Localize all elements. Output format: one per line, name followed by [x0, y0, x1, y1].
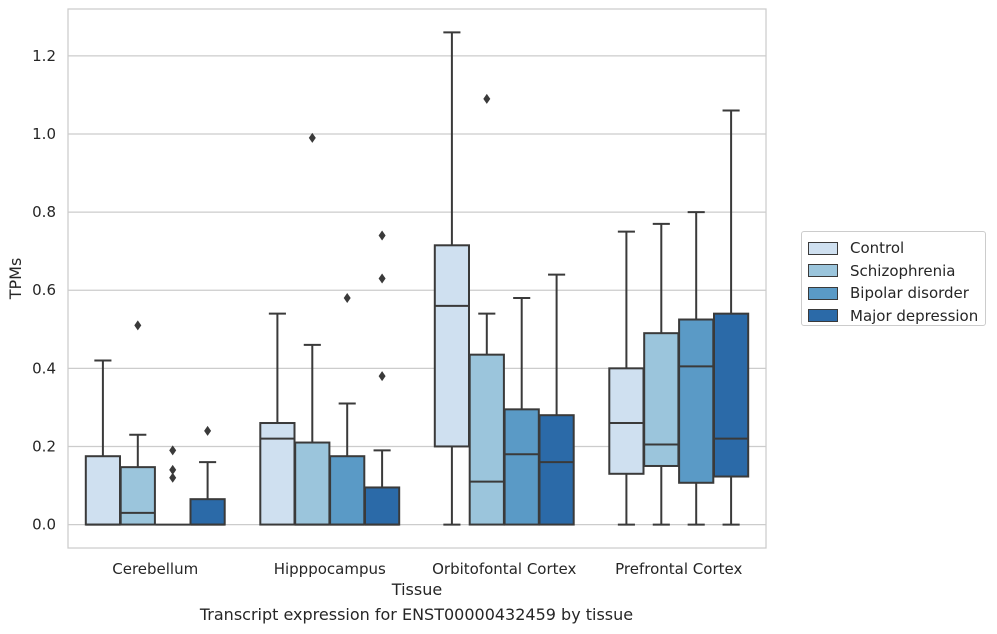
box	[294, 132, 331, 526]
outlier-point	[483, 93, 491, 104]
box	[433, 31, 471, 526]
y-tick-label: 0.4	[32, 359, 56, 377]
box-body	[119, 466, 156, 526]
legend-swatch	[808, 241, 838, 255]
outlier-point	[378, 230, 386, 241]
series-bipolar-disorder	[155, 211, 715, 526]
x-tick-label: Hipppocampus	[274, 560, 386, 578]
box	[678, 211, 715, 526]
box	[643, 222, 680, 526]
outlier-point	[204, 425, 212, 436]
box-body	[363, 486, 401, 526]
y-tick-label: 1.0	[32, 125, 56, 143]
series-control	[84, 31, 645, 526]
plot-frame	[67, 8, 767, 549]
grid-lines	[68, 55, 766, 526]
x-tick-labels: Cerebellum Hipppocampus Orbitofontal Corte…	[112, 560, 742, 578]
box	[608, 230, 645, 526]
box-body	[329, 455, 366, 526]
box	[155, 445, 190, 526]
box-body	[84, 455, 122, 526]
box-body	[643, 332, 680, 467]
box-series	[84, 31, 750, 526]
box-body	[468, 353, 505, 526]
legend-label: Major depression	[850, 306, 979, 325]
legend-item: Schizophrenia	[808, 260, 979, 283]
legend: Control Schizophrenia Bipolar disorder Majo…	[801, 231, 986, 326]
outlier-point	[378, 273, 386, 284]
box	[712, 109, 750, 526]
y-tick-label: 0.8	[32, 203, 56, 221]
outlier-point	[169, 445, 177, 456]
box-body	[259, 422, 296, 526]
box	[119, 320, 156, 526]
legend-label: Bipolar disorder	[850, 284, 969, 303]
box	[84, 359, 122, 526]
legend-swatch	[808, 264, 838, 278]
y-tick-label: 1.2	[32, 47, 56, 65]
box-body	[189, 498, 226, 526]
box	[468, 93, 505, 526]
box-body	[503, 408, 540, 526]
box-body	[608, 367, 645, 475]
x-axis-label: Tissue	[391, 580, 442, 599]
box	[259, 312, 296, 526]
box-body	[294, 441, 331, 526]
x-tick-label: Prefrontal Cortex	[615, 560, 742, 578]
legend-item: Major depression	[808, 305, 979, 328]
box-body	[433, 244, 471, 448]
outlier-point	[308, 132, 316, 143]
outlier-point	[378, 371, 386, 382]
x-tick-label: Orbitofontal Cortex	[432, 560, 576, 578]
series-schizophrenia	[119, 93, 680, 526]
outlier-point	[134, 320, 142, 331]
legend-item: Control	[808, 237, 979, 260]
outlier-point	[169, 464, 177, 475]
legend-swatch	[808, 286, 838, 300]
y-tick-label: 0.2	[32, 437, 56, 455]
y-axis-label: TPMs	[6, 258, 25, 301]
legend-label: Control	[850, 239, 905, 258]
box	[189, 425, 226, 526]
box	[503, 297, 540, 526]
series-major-depression	[189, 109, 750, 526]
box-body	[712, 312, 750, 478]
box	[363, 230, 401, 526]
x-tick-label: Cerebellum	[112, 560, 198, 578]
box-body	[538, 414, 575, 526]
legend-swatch	[808, 309, 838, 323]
y-tick-label: 0.6	[32, 281, 56, 299]
outlier-point	[169, 472, 177, 483]
y-tick-labels: 0.0 0.2 0.4 0.6 0.8 1.0 1.2	[32, 47, 56, 534]
legend-label: Schizophrenia	[850, 261, 956, 280]
box	[538, 273, 575, 526]
chart-caption: Transcript expression for ENST0000043245…	[199, 605, 634, 624]
legend-item: Bipolar disorder	[808, 282, 979, 305]
y-tick-label: 0.0	[32, 516, 56, 534]
box-body	[678, 318, 715, 484]
outlier-point	[343, 293, 351, 304]
box	[329, 293, 366, 526]
